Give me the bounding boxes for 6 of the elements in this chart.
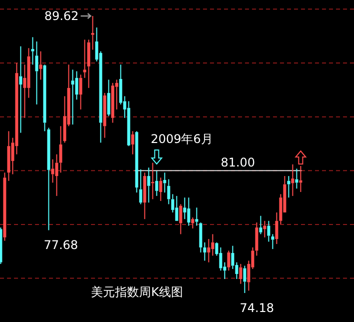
annotation: 77.68 <box>44 238 78 252</box>
ref-line-label: 81.00 <box>220 156 256 170</box>
annotation: 2009年6月 <box>150 132 213 146</box>
annotation: 89.62 <box>44 9 79 23</box>
text: 74.18 <box>240 301 274 315</box>
text: 美元指数周K线图 <box>91 285 183 299</box>
